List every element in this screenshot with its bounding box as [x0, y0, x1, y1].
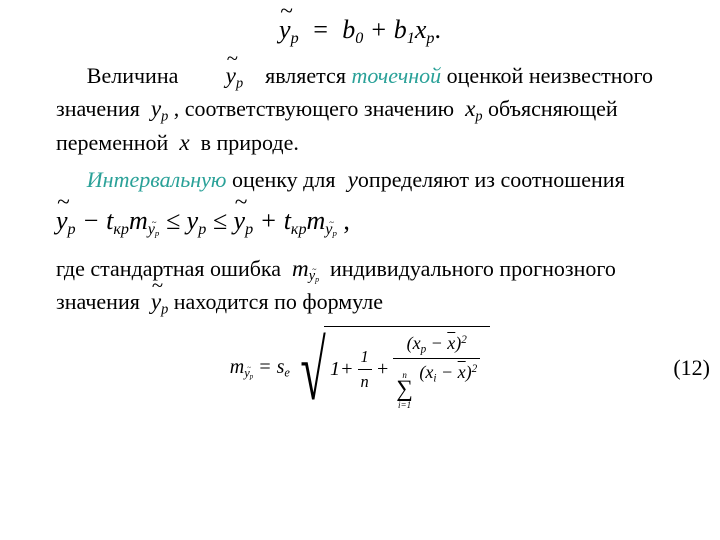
p1-s1s: p [236, 75, 243, 91]
f-f1d: n [358, 371, 372, 393]
e2-le1: ≤ [159, 206, 186, 235]
p3-w1: где стандартная ошибка [56, 256, 281, 281]
e2-m2: m [307, 206, 326, 235]
f-nm: − [426, 333, 447, 353]
eq1-y: y [279, 15, 291, 44]
e2-y1: y [56, 206, 68, 235]
p1-s3s: p [475, 108, 482, 124]
eq1-dot: . [434, 15, 441, 44]
p1-s3v: x [465, 95, 475, 121]
p1-s2v: y [151, 95, 161, 121]
e2-y2: y [187, 206, 199, 235]
e2-comma: , [343, 206, 350, 235]
f-eq: = [253, 356, 277, 378]
p2-sym: y [348, 166, 358, 192]
p1-s2s: p [161, 108, 168, 124]
p1-w1: Величина [87, 63, 179, 88]
p2-w1: Интервальную [87, 167, 227, 192]
sum-icon: n ∑ i=1 [396, 371, 413, 408]
f-dl: (x [419, 362, 433, 382]
e2-kr2: кр [291, 221, 307, 238]
e2-pl: + [253, 206, 284, 235]
f-mp: p [250, 374, 253, 381]
f-m: m [230, 356, 244, 378]
p1-w5: , соответствующего значению [174, 96, 454, 121]
eq1-b1b: b [394, 15, 407, 44]
e2-le2: ≤ [206, 206, 233, 235]
eq1-plus: + [363, 15, 394, 44]
p2-w2: оценку для [232, 167, 335, 192]
radicand: 1 + 1 n + (xp − x)2 n ∑ [324, 326, 490, 411]
equation-number: (12) [673, 353, 710, 383]
e2-kr1: кр [113, 221, 129, 238]
eq1-b1s: 1 [407, 30, 415, 47]
f-pl2: + [376, 356, 390, 383]
f-f1n: 1 [358, 346, 372, 368]
p1-s4v: x [179, 129, 189, 155]
equation-top: yp = b0 + b1xp. [56, 12, 664, 50]
e2-mp2: p [332, 228, 336, 238]
f-1: 1 [330, 356, 340, 383]
e2-my1: y [148, 221, 155, 238]
paragraph-3: где стандартная ошибка myp индивидуально… [56, 253, 664, 320]
f-nsup: 2 [461, 334, 467, 346]
p1-w2: является [265, 63, 346, 88]
frac-1-n: 1 n [358, 346, 372, 393]
frac-xp-sum: (xp − x)2 n ∑ i=1 (xi − x)2 [393, 331, 480, 409]
f-sb: i=1 [398, 401, 411, 409]
p3-mp: p [315, 275, 319, 284]
eq1-x: x [415, 15, 427, 44]
f-e: e [284, 366, 290, 380]
e2-min: − [76, 206, 107, 235]
sqrt-icon: √ [300, 342, 325, 402]
f-nl: (x [407, 333, 421, 353]
eq1-yp: p [291, 30, 299, 47]
p3-m: m [292, 255, 309, 281]
e2-t2: t [284, 206, 291, 235]
page: yp = b0 + b1xp. Величина yp является точ… [0, 0, 720, 540]
paragraph-2: Интервальную оценку для yопределяют из с… [56, 164, 664, 195]
eq1-b0b: b [342, 15, 355, 44]
equation-inequality: yp − tкрmyp ≤ yp ≤ yp + tкрmyp , [56, 203, 664, 241]
equation-formula-12: myp = se √ 1 + 1 n + (xp − x)2 [56, 326, 664, 411]
f-dsup: 2 [472, 363, 478, 375]
f-db: x [458, 362, 466, 382]
e2-p1: p [68, 221, 76, 238]
p2-w3: определяют из соотношения [358, 167, 625, 192]
e2-y3: y [234, 206, 246, 235]
p1-w3: точечной [351, 63, 441, 88]
e2-mp1: p [155, 228, 159, 238]
p3-w3: находится по формуле [174, 289, 383, 314]
p1-s1v: y [226, 62, 236, 88]
f-pl1: + [340, 356, 354, 383]
paragraph-1: Величина yp является точечной оценкой не… [56, 60, 664, 158]
f-dm: − [437, 362, 458, 382]
e2-m1: m [129, 206, 148, 235]
e2-p3: p [245, 221, 253, 238]
p1-w7: в природе. [201, 130, 299, 155]
p3-yv: y [151, 288, 161, 314]
p3-ys: p [161, 302, 168, 318]
